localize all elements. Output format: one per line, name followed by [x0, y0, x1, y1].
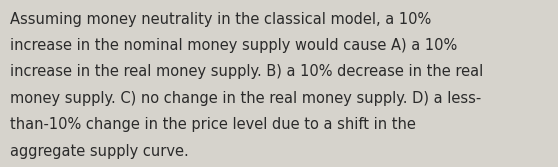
Text: increase in the nominal money supply would cause A) a 10%: increase in the nominal money supply wou… — [10, 38, 458, 53]
Text: money supply. C) no change in the real money supply. D) a less-: money supply. C) no change in the real m… — [10, 91, 482, 106]
Text: increase in the real money supply. B) a 10% decrease in the real: increase in the real money supply. B) a … — [10, 64, 483, 79]
Text: Assuming money neutrality in the classical model, a 10%: Assuming money neutrality in the classic… — [10, 12, 431, 27]
Text: aggregate supply curve.: aggregate supply curve. — [10, 144, 189, 159]
Text: than-10% change in the price level due to a shift in the: than-10% change in the price level due t… — [10, 117, 416, 132]
